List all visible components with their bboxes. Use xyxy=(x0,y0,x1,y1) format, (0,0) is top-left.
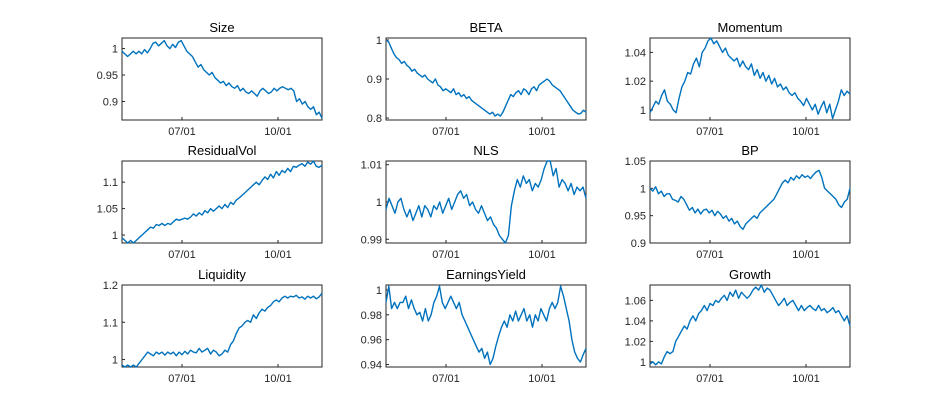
y-tick-label: 1.05 xyxy=(625,156,646,168)
x-tick-label: 10/01 xyxy=(264,249,292,261)
x-tick-label: 10/01 xyxy=(264,373,292,385)
y-tick-label: 1.01 xyxy=(361,160,382,172)
axes-box xyxy=(121,160,323,244)
y-tick-label: 1.04 xyxy=(625,47,646,59)
axes-box xyxy=(385,284,587,368)
x-tick-label: 07/01 xyxy=(432,126,460,138)
chart-title: Growth xyxy=(729,267,771,282)
y-tick-label: 0.96 xyxy=(361,335,382,347)
y-tick-label: 1.06 xyxy=(625,295,646,307)
y-tick-label: 1 xyxy=(112,44,118,56)
x-tick-label: 10/01 xyxy=(528,249,556,261)
x-tick-label: 10/01 xyxy=(528,126,556,138)
series-line xyxy=(385,39,587,117)
y-tick-label: 0.8 xyxy=(367,113,382,125)
y-tick-label: 1.04 xyxy=(625,316,646,328)
y-tick-label: 1.2 xyxy=(103,280,118,292)
chart-title: NLS xyxy=(473,143,499,158)
chart-growth: Growth 1 1.02 1.04 1.06 07/01 10/01 xyxy=(625,267,851,385)
series-line xyxy=(121,39,323,119)
y-tick-label: 1.05 xyxy=(97,204,118,216)
chart-beta: BETA 0.8 0.9 1 07/01 10/01 xyxy=(367,20,587,138)
y-tick-label: 1 xyxy=(376,197,382,209)
chart-momentum: Momentum 1 1.02 1.04 07/01 10/01 xyxy=(625,20,851,138)
chart-title: Momentum xyxy=(717,20,782,35)
x-tick-label: 07/01 xyxy=(432,373,460,385)
y-tick-label: 1 xyxy=(640,105,646,117)
x-tick-label: 07/01 xyxy=(696,373,724,385)
axes-box xyxy=(649,160,851,244)
axes-box xyxy=(121,284,323,368)
series-line xyxy=(385,160,587,244)
chart-title: BETA xyxy=(470,20,503,35)
series-line xyxy=(121,160,323,244)
y-tick-label: 1 xyxy=(640,183,646,195)
x-tick-label: 07/01 xyxy=(168,249,196,261)
y-tick-label: 1 xyxy=(640,357,646,369)
chart-nls: NLS 0.99 1 1.01 07/01 10/01 xyxy=(361,143,587,261)
y-tick-label: 1 xyxy=(112,230,118,242)
axes-box xyxy=(649,284,851,368)
series-line xyxy=(121,292,323,368)
axes-box xyxy=(649,37,851,121)
series-line xyxy=(649,169,851,231)
y-tick-label: 0.95 xyxy=(97,70,118,82)
chart-earningsyield: EarningsYield 0.94 0.96 0.98 1 07/01 10/01 xyxy=(361,267,587,385)
chart-title: BP xyxy=(741,143,758,158)
x-tick-label: 10/01 xyxy=(792,249,820,261)
x-tick-label: 10/01 xyxy=(792,373,820,385)
axes-box xyxy=(385,160,587,244)
x-tick-label: 07/01 xyxy=(168,126,196,138)
chart-residualvol: ResidualVol 1 1.05 1.1 07/01 10/01 xyxy=(97,143,323,261)
y-tick-label: 1 xyxy=(112,355,118,367)
chart-bp: BP 0.9 0.95 1 1.05 07/01 10/01 xyxy=(625,143,851,261)
y-tick-label: 0.9 xyxy=(631,238,646,250)
y-tick-label: 0.9 xyxy=(367,74,382,86)
series-line xyxy=(649,284,851,366)
y-tick-label: 1.02 xyxy=(625,336,646,348)
y-tick-label: 1.02 xyxy=(625,76,646,88)
series-line xyxy=(649,37,851,120)
y-tick-label: 0.9 xyxy=(103,96,118,108)
axes-box xyxy=(385,37,587,121)
x-tick-label: 07/01 xyxy=(432,249,460,261)
chart-size: Size 0.9 0.95 1 07/01 10/01 xyxy=(97,20,323,138)
x-tick-label: 10/01 xyxy=(792,126,820,138)
y-tick-label: 1 xyxy=(376,285,382,297)
x-tick-label: 07/01 xyxy=(696,249,724,261)
y-tick-label: 1 xyxy=(376,35,382,47)
y-tick-label: 0.95 xyxy=(625,211,646,223)
y-tick-label: 1.1 xyxy=(103,317,118,329)
chart-title: ResidualVol xyxy=(188,143,257,158)
x-tick-label: 10/01 xyxy=(264,126,292,138)
y-tick-label: 0.94 xyxy=(361,360,382,372)
y-tick-label: 1.1 xyxy=(103,177,118,189)
x-tick-label: 07/01 xyxy=(168,373,196,385)
x-tick-label: 10/01 xyxy=(528,373,556,385)
chart-title: Liquidity xyxy=(198,267,246,282)
y-tick-label: 0.99 xyxy=(361,234,382,246)
chart-title: EarningsYield xyxy=(446,267,526,282)
x-tick-label: 07/01 xyxy=(696,126,724,138)
series-line xyxy=(385,285,587,366)
y-tick-label: 0.98 xyxy=(361,310,382,322)
chart-liquidity: Liquidity 1 1.1 1.2 07/01 10/01 xyxy=(103,267,323,385)
chart-title: Size xyxy=(209,20,234,35)
axes-box xyxy=(121,37,323,121)
